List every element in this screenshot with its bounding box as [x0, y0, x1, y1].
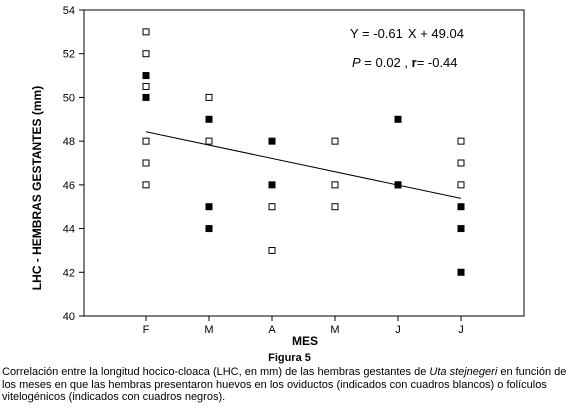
open-square-point — [142, 137, 150, 145]
caption-text-end: en función de los meses en que las hembr… — [2, 366, 567, 403]
species-name: Uta stejnegeri — [429, 366, 498, 378]
scatter-chart: 40 42 44 46 48 50 52 54 F M A M J J LHC - HEMBRAS GE… — [30, 5, 525, 348]
open-square-point — [268, 203, 276, 211]
caption-text: Correlación entre la longitud hocico-clo… — [2, 366, 430, 378]
filled-square-point — [268, 137, 276, 145]
filled-square-point — [205, 203, 213, 211]
figure-label: Figura 5 — [268, 352, 311, 364]
x-tick-label: F — [143, 324, 150, 336]
open-square-point — [142, 159, 150, 167]
open-square-point — [268, 246, 276, 254]
x-tick-label: J — [395, 324, 401, 336]
filled-square-point — [142, 72, 150, 80]
filled-square-point — [142, 93, 150, 101]
data-points — [142, 28, 465, 276]
y-tick-label: 54 — [63, 5, 75, 17]
open-square-point — [142, 28, 150, 36]
filled-square-point — [205, 115, 213, 123]
open-square-point — [205, 137, 213, 145]
open-square-point — [142, 50, 150, 58]
y-axis-ticks: 40 42 44 46 48 50 52 54 — [63, 5, 84, 323]
figure-caption: Correlación entre la longitud hocico-clo… — [2, 366, 577, 404]
open-square-point — [331, 203, 339, 211]
open-square-point — [205, 93, 213, 101]
regression-equation: Y = -0.61 X + 49.04 — [350, 26, 464, 41]
filled-square-point — [205, 225, 213, 233]
open-square-point — [142, 83, 150, 90]
x-tick-label: J — [458, 324, 464, 336]
y-tick-label: 42 — [63, 267, 75, 279]
statistics-annotation: P = 0.02 , r= -0.44 — [352, 55, 458, 70]
open-square-point — [331, 137, 339, 145]
filled-square-point — [394, 115, 402, 123]
x-tick-label: M — [330, 324, 339, 336]
filled-square-point — [457, 268, 465, 276]
y-tick-label: 46 — [63, 180, 75, 192]
open-square-point — [457, 159, 465, 167]
filled-square-point — [268, 181, 276, 189]
open-square-point — [457, 137, 465, 145]
filled-square-point — [457, 225, 465, 233]
filled-square-point — [457, 203, 465, 211]
y-tick-label: 48 — [63, 136, 75, 148]
y-tick-label: 50 — [63, 92, 75, 104]
open-square-point — [331, 181, 339, 189]
y-tick-label: 40 — [63, 311, 75, 323]
x-tick-label: M — [204, 324, 213, 336]
y-tick-label: 52 — [63, 49, 75, 61]
x-tick-label: A — [268, 324, 276, 336]
x-axis-title: MES — [292, 334, 318, 348]
plot-frame — [83, 9, 525, 317]
y-axis-title: LHC - HEMBRAS GESTANTES (mm) — [30, 86, 44, 290]
regression-line — [145, 131, 462, 199]
open-square-point — [142, 181, 150, 189]
plot-border — [83, 9, 525, 317]
filled-square-point — [394, 181, 402, 189]
y-tick-label: 44 — [63, 224, 75, 236]
open-square-point — [457, 181, 465, 189]
